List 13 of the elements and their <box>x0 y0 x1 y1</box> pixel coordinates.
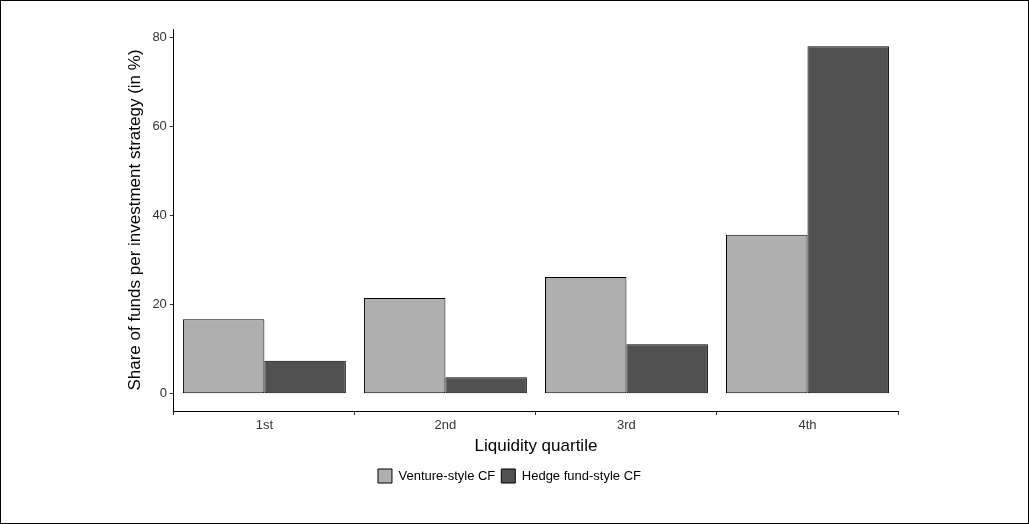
x-tick-label: 4th <box>798 417 817 433</box>
x-tick-label: 1st <box>255 417 274 433</box>
legend-label: Hedge fund-style CF <box>521 467 642 483</box>
x-tick-label: 3rd <box>617 417 636 433</box>
legend-label: Venture-style CF <box>398 467 496 483</box>
y-tick-label: 20 <box>152 296 167 312</box>
y-axis-title: Share of funds per investment strategy (in %) <box>124 49 144 391</box>
x-axis-title: Liquidity quartile <box>474 436 598 456</box>
x-tick-label: 2nd <box>434 417 457 433</box>
y-tick-label: 0 <box>159 385 167 401</box>
y-tick-label: 60 <box>152 118 167 134</box>
y-tick-label: 40 <box>152 207 167 223</box>
y-tick-label: 80 <box>152 29 167 45</box>
